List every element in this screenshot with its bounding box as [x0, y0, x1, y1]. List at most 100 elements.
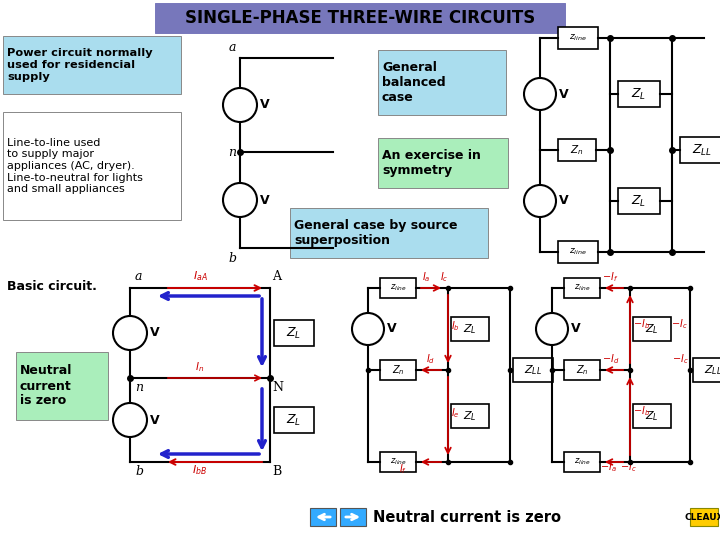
Text: $Z_L$: $Z_L$ [645, 322, 659, 336]
Text: $Z_L$: $Z_L$ [287, 326, 302, 341]
Text: $I_{bB}$: $I_{bB}$ [192, 463, 207, 477]
FancyBboxPatch shape [378, 138, 508, 188]
Text: $I_{aA}$: $I_{aA}$ [192, 269, 207, 283]
Bar [633, 317, 671, 341]
Circle shape [113, 403, 147, 437]
Text: $Z_{LL}$: $Z_{LL}$ [704, 363, 720, 377]
Bar [380, 360, 416, 380]
FancyArrowPatch shape [258, 389, 266, 447]
Bar [618, 81, 660, 107]
Text: b: b [228, 252, 236, 265]
Bar [558, 27, 598, 49]
FancyBboxPatch shape [378, 50, 506, 115]
Bar [380, 278, 416, 298]
Text: –: – [365, 329, 371, 342]
Text: b: b [135, 465, 143, 478]
FancyArrowPatch shape [162, 451, 259, 457]
Text: +: + [536, 83, 544, 93]
Text: B: B [272, 465, 282, 478]
Text: –: – [537, 94, 543, 107]
FancyBboxPatch shape [3, 36, 181, 94]
Text: a: a [135, 270, 143, 283]
Bar [274, 407, 314, 433]
FancyBboxPatch shape [16, 352, 108, 420]
FancyBboxPatch shape [3, 278, 115, 296]
Bar [633, 404, 671, 428]
Text: $I_e$: $I_e$ [451, 406, 460, 420]
Text: V: V [260, 193, 269, 206]
Text: General
balanced
case: General balanced case [382, 61, 446, 104]
Circle shape [524, 78, 556, 110]
Circle shape [524, 185, 556, 217]
Text: n: n [135, 381, 143, 394]
FancyBboxPatch shape [3, 112, 181, 220]
Bar [564, 360, 600, 380]
Text: $Z_L$: $Z_L$ [631, 86, 647, 102]
Text: +: + [536, 190, 544, 200]
Text: $-I_d$: $-I_d$ [602, 352, 619, 366]
Text: –: – [549, 329, 555, 342]
Text: $Z_L$: $Z_L$ [645, 409, 659, 423]
Text: $I_n$: $I_n$ [195, 360, 204, 374]
Text: $I_f$: $I_f$ [399, 462, 407, 476]
Text: Neutral
current
is zero: Neutral current is zero [20, 364, 73, 408]
Text: +: + [548, 318, 557, 328]
Text: SINGLE-PHASE THREE-WIRE CIRCUITS: SINGLE-PHASE THREE-WIRE CIRCUITS [185, 9, 535, 27]
Text: $z_{line}$: $z_{line}$ [569, 247, 587, 257]
Text: $I_d$: $I_d$ [426, 352, 435, 366]
Text: $Z_n$: $Z_n$ [392, 363, 405, 377]
Bar [693, 358, 720, 382]
Text: $I_c$: $I_c$ [440, 270, 449, 284]
Circle shape [352, 313, 384, 345]
Text: a: a [228, 41, 236, 54]
Text: –: – [237, 201, 243, 214]
Text: N: N [272, 381, 283, 394]
Text: $Z_n$: $Z_n$ [570, 143, 584, 157]
Text: $Z_L$: $Z_L$ [463, 322, 477, 336]
Text: $Z_n$: $Z_n$ [575, 363, 588, 377]
Text: n: n [228, 145, 236, 159]
Text: V: V [559, 194, 569, 207]
Bar [451, 404, 489, 428]
Text: $z_{line}$: $z_{line}$ [574, 457, 590, 467]
FancyBboxPatch shape [340, 508, 366, 526]
FancyBboxPatch shape [310, 508, 336, 526]
Text: –: – [237, 106, 243, 119]
FancyBboxPatch shape [290, 208, 488, 258]
Text: V: V [150, 414, 160, 427]
Bar [558, 139, 596, 161]
Text: –: – [127, 421, 133, 434]
Text: +: + [364, 318, 372, 328]
Circle shape [536, 313, 568, 345]
Text: $Z_{LL}$: $Z_{LL}$ [692, 143, 712, 158]
Text: $z_{line}$: $z_{line}$ [390, 283, 406, 293]
Text: $-I_a$: $-I_a$ [600, 460, 617, 474]
Text: $Z_L$: $Z_L$ [463, 409, 477, 423]
Text: +: + [235, 188, 244, 199]
Text: +: + [125, 321, 135, 332]
Text: An exercise in
symmetry: An exercise in symmetry [382, 149, 481, 177]
Bar [380, 452, 416, 472]
FancyBboxPatch shape [690, 508, 718, 526]
Text: V: V [571, 322, 580, 335]
Text: $z_{line}$: $z_{line}$ [574, 283, 590, 293]
Text: $Z_L$: $Z_L$ [287, 413, 302, 428]
Text: CLEAUX: CLEAUX [684, 512, 720, 522]
FancyArrowPatch shape [258, 299, 266, 363]
Text: $-I_b$: $-I_b$ [633, 404, 650, 418]
Circle shape [223, 88, 257, 122]
Text: +: + [125, 409, 135, 419]
Text: $-I_c$: $-I_c$ [620, 460, 636, 474]
FancyArrowPatch shape [162, 293, 259, 299]
Text: A: A [272, 270, 281, 283]
Text: $Z_L$: $Z_L$ [631, 193, 647, 208]
Text: V: V [387, 322, 397, 335]
Bar [564, 452, 600, 472]
Text: –: – [537, 201, 543, 214]
Bar [680, 137, 720, 163]
Text: V: V [260, 98, 269, 111]
Text: General case by source
superposition: General case by source superposition [294, 219, 457, 247]
Text: $I_a$: $I_a$ [422, 270, 431, 284]
Text: –: – [127, 334, 133, 347]
Text: V: V [150, 327, 160, 340]
